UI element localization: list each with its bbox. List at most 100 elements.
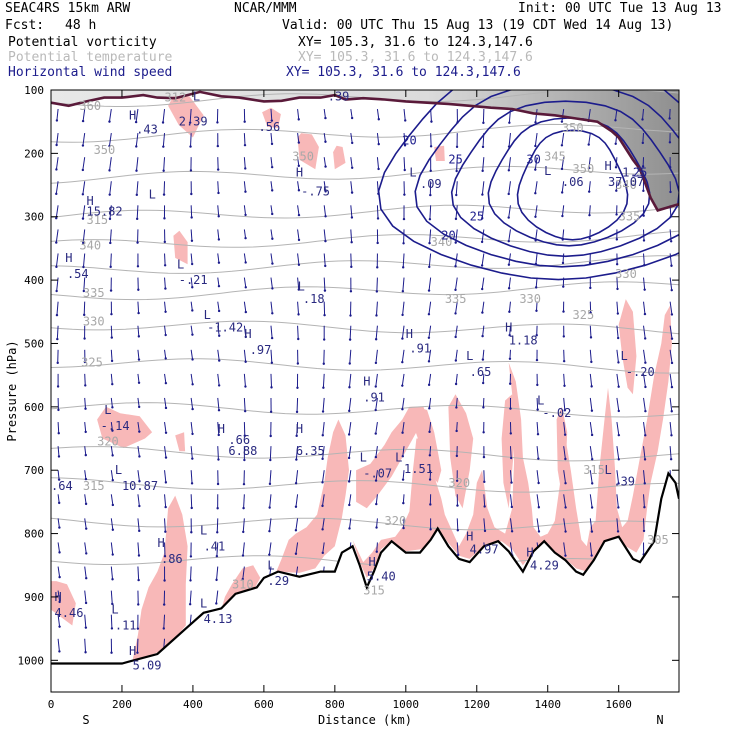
wind-vector — [536, 494, 540, 508]
pv-region-8 — [51, 581, 76, 626]
wind-speed-label: 25 — [633, 165, 647, 179]
pv-label: H — [604, 159, 611, 173]
wind-vector — [57, 590, 61, 602]
wind-vector-head — [534, 239, 537, 242]
wind-vector-head — [111, 454, 114, 457]
field-name-theta: Potential temperature — [8, 50, 173, 65]
wind-vector-head — [82, 265, 85, 269]
wind-vector — [243, 181, 246, 192]
wind-vector-head — [111, 382, 114, 386]
pv-label: .86 — [161, 552, 183, 566]
wind-vector-head — [321, 504, 324, 508]
wind-vector-head — [614, 142, 617, 145]
wind-vector — [643, 470, 646, 484]
wind-vector-head — [138, 430, 141, 433]
wind-vector — [455, 301, 458, 314]
wind-vector — [57, 638, 60, 652]
wind-vector-head — [401, 337, 404, 340]
wind-vector-head — [374, 408, 377, 412]
wind-vector — [350, 157, 353, 168]
wind-vector-head — [322, 362, 325, 365]
wind-vector-head — [215, 602, 218, 605]
wind-vector — [190, 301, 193, 311]
wind-vector — [217, 397, 220, 411]
wind-vector-head — [217, 309, 221, 313]
wind-vector — [456, 542, 459, 555]
wind-vector — [375, 397, 378, 411]
pv-label: .11 — [115, 618, 137, 632]
wind-vector — [614, 108, 618, 121]
wind-vector — [350, 108, 353, 119]
theta-isentrope-7 — [51, 320, 679, 335]
wind-vector — [217, 181, 219, 194]
wind-speed-label: 25 — [448, 153, 462, 167]
wind-vector-head — [137, 288, 140, 291]
wind-vector-head — [508, 334, 511, 337]
theta-label: 360 — [79, 99, 101, 113]
wind-vector — [456, 422, 458, 432]
wind-vector — [562, 229, 565, 240]
wind-vector — [82, 108, 86, 122]
pv-label: H — [369, 555, 376, 569]
field-xy-pv: XY= 105.3, 31.6 to 124.3,147.6 — [298, 35, 533, 50]
pv-label: H — [466, 530, 473, 544]
wind-vector — [270, 205, 273, 215]
wind-vector-head — [84, 384, 87, 387]
wind-vector-head — [81, 144, 85, 147]
pv-label: 2.39 — [179, 115, 208, 129]
x-tick-label: 1600 — [605, 698, 632, 711]
wind-vector-head — [590, 360, 593, 364]
wind-vector — [616, 446, 620, 460]
wind-vector-head — [137, 578, 140, 582]
pv-label: H — [406, 327, 413, 341]
theta-isentrope-12 — [51, 517, 679, 531]
pv-label: H — [505, 321, 512, 335]
wind-vector-head — [217, 409, 221, 412]
wind-vector-head — [375, 526, 378, 529]
wind-vector — [84, 566, 87, 579]
wind-vector-head — [644, 385, 647, 389]
wind-vector — [509, 325, 511, 336]
wind-vector — [217, 229, 220, 240]
wind-vector-head — [402, 501, 405, 505]
wind-vector-head — [402, 217, 406, 221]
wind-vector-head — [241, 554, 245, 557]
wind-vector — [563, 518, 567, 532]
wind-vector-head — [57, 408, 60, 412]
wind-vector — [376, 157, 380, 170]
pv-region-5 — [434, 145, 445, 161]
wind-vector — [137, 349, 140, 360]
wind-vector-head — [562, 359, 566, 363]
wind-vector — [243, 229, 247, 239]
pv-label: 5.40 — [367, 570, 396, 584]
wind-vector — [110, 518, 114, 530]
wind-vector-head — [376, 266, 379, 269]
wind-vector-head — [217, 238, 221, 241]
wind-vector — [84, 518, 87, 529]
wind-vector — [616, 470, 620, 484]
theta-label: 335 — [619, 210, 641, 224]
wind-vector-head — [297, 189, 301, 192]
wind-vector-head — [481, 381, 485, 385]
wind-vector-head — [217, 261, 221, 264]
pv-label: L — [200, 523, 207, 537]
wind-vector-head — [348, 503, 351, 507]
wind-vector-head — [483, 480, 486, 484]
wind-vector-head — [534, 121, 537, 124]
wind-vector — [403, 133, 406, 146]
wind-vector — [534, 157, 538, 170]
pv-label: 4.29 — [530, 558, 559, 572]
wind-vector-head — [268, 482, 272, 486]
wind-vector-head — [134, 120, 138, 124]
pv-label: H — [363, 374, 370, 388]
wind-vector-head — [324, 116, 327, 120]
pv-label: 1.18 — [509, 333, 538, 347]
wind-vector — [322, 542, 325, 553]
wind-vector — [535, 301, 538, 311]
wind-vector-head — [323, 289, 327, 292]
wind-vector-head — [590, 409, 594, 412]
wind-vector-head — [270, 361, 274, 364]
wind-vector-head — [57, 432, 60, 435]
wind-vector-head — [617, 361, 620, 364]
field-name-wind: Horizontal wind speed — [8, 65, 173, 80]
